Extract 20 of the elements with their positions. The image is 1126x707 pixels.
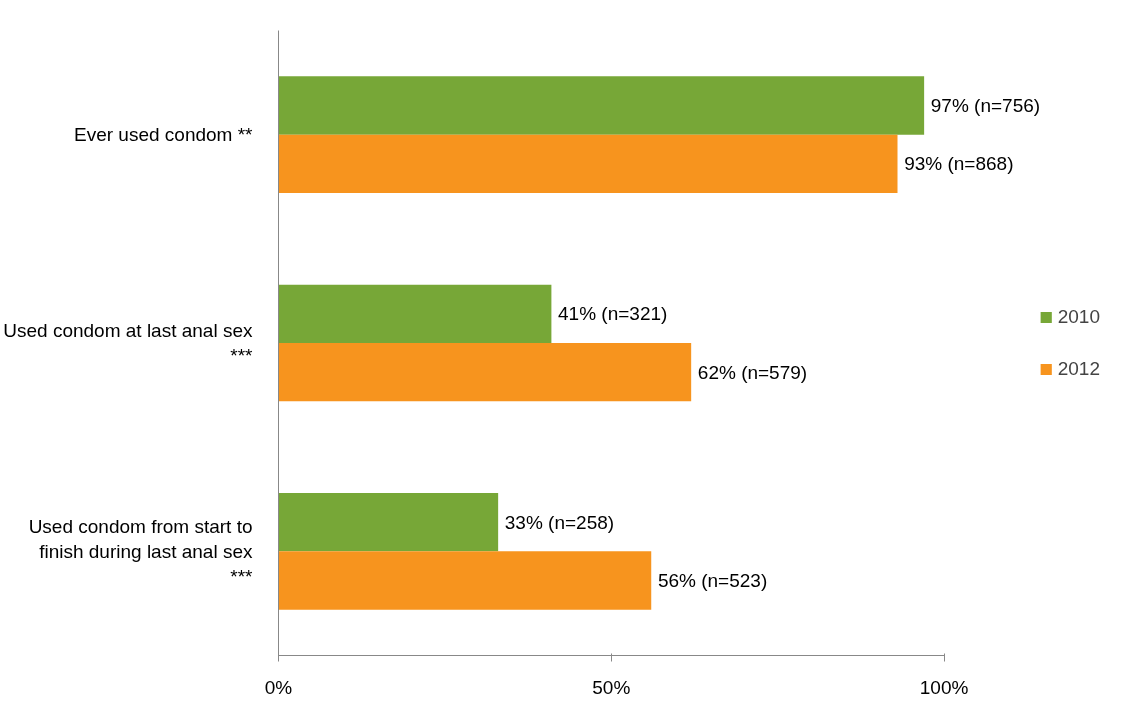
x-tick-label: 50% — [592, 676, 631, 698]
bar — [278, 134, 898, 193]
y-tick-label: Used condom at last anal sex *** — [3, 319, 254, 367]
data-label: 97% (n=756) — [930, 95, 1041, 116]
x-tick-label: 100% — [919, 676, 969, 698]
legend-label: 2012 — [1057, 357, 1100, 380]
legend-label: 2010 — [1057, 305, 1100, 328]
bar — [278, 284, 552, 343]
bar — [278, 76, 925, 135]
bar — [278, 493, 499, 552]
data-label: 62% (n=579) — [697, 361, 808, 383]
bar — [278, 551, 652, 610]
y-tick-label: Ever used condom ** — [74, 124, 254, 146]
data-label: 93% (n=868) — [904, 153, 1014, 175]
x-tick-label: 0% — [264, 676, 293, 698]
data-label: 33% (n=258) — [504, 511, 615, 533]
bar — [278, 343, 692, 402]
y-tick-label: Used condom from start to finish during last anal sex *** — [28, 515, 254, 588]
data-label: 41% (n=321) — [558, 303, 668, 325]
data-label: 56% (n=523) — [657, 570, 768, 591]
